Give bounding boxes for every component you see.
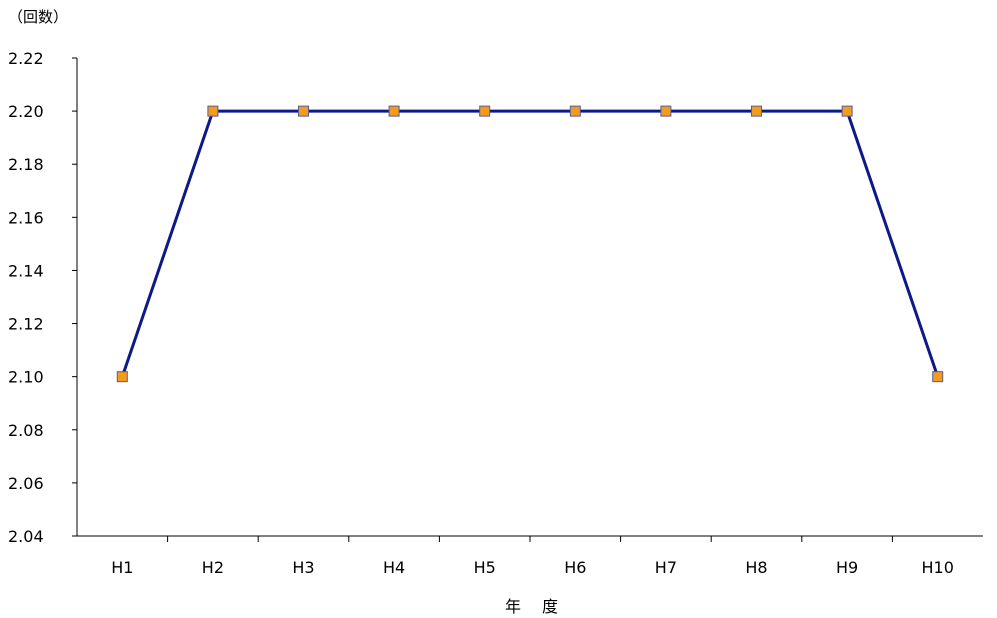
series-line: [120, 109, 940, 378]
x-tick-label: H7: [655, 558, 677, 577]
data-point-marker: [479, 105, 491, 117]
data-point-marker: [298, 105, 309, 117]
x-tick-label: H5: [474, 558, 496, 577]
data-point-marker: [207, 105, 219, 117]
x-tick-label: H8: [745, 558, 767, 577]
y-unit-label: （回数）: [8, 8, 69, 26]
x-axis-title: 年 度: [504, 597, 559, 616]
y-tick-label: 2.04: [8, 527, 44, 546]
y-tick-label: 2.18: [8, 155, 44, 174]
y-tick-label: 2.20: [8, 102, 44, 121]
y-tick-label: 2.06: [8, 474, 44, 493]
x-tick-label: H10: [922, 558, 954, 577]
y-tick-label: 2.10: [8, 368, 44, 387]
data-point-marker: [751, 105, 762, 117]
data-point-marker: [116, 371, 128, 383]
y-tick-label: 2.16: [8, 208, 44, 227]
x-tick-label: H4: [383, 558, 405, 577]
x-tick-label: H9: [836, 558, 858, 577]
y-tick-label: 2.12: [8, 315, 44, 334]
y-tick-label: 2.08: [8, 421, 44, 440]
data-point-marker: [841, 105, 853, 117]
x-tick-label: H3: [292, 558, 314, 577]
data-point-marker: [660, 105, 672, 117]
y-tick-label: 2.22: [8, 49, 44, 68]
x-tick-label: H1: [111, 558, 133, 577]
data-point-marker: [569, 105, 581, 117]
x-tick-label: H2: [202, 558, 224, 577]
data-point-marker: [388, 105, 400, 117]
x-tick-label: H6: [564, 558, 586, 577]
y-tick-label: 2.14: [8, 261, 44, 280]
data-point-marker: [932, 371, 944, 383]
